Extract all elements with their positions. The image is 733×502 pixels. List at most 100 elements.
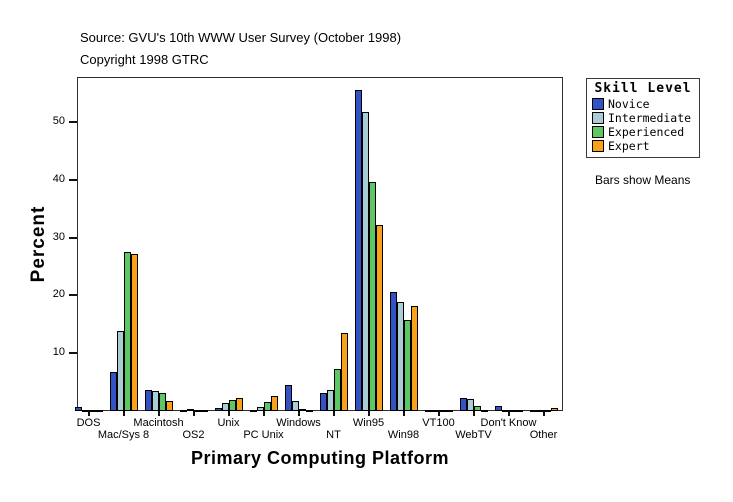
legend-item-label: Expert bbox=[608, 139, 650, 153]
bar-macintosh-novice bbox=[144, 390, 152, 411]
x-tick-label: PC Unix bbox=[243, 429, 284, 441]
bar-vt100-expert bbox=[445, 409, 453, 412]
x-axis-title: Primary Computing Platform bbox=[190, 448, 450, 468]
bar-pc-unix-novice bbox=[249, 409, 257, 412]
x-tick-label: OS2 bbox=[182, 429, 205, 441]
bar-win98-novice bbox=[389, 291, 397, 411]
x-tick bbox=[367, 411, 370, 416]
y-tick-label: 40 bbox=[52, 172, 65, 185]
y-tick bbox=[69, 236, 77, 239]
bar-other-experienced bbox=[543, 409, 551, 412]
bar-other-novice bbox=[529, 409, 537, 412]
x-tick bbox=[437, 411, 440, 416]
legend-title: Skill Level bbox=[594, 81, 692, 96]
bar-win98-expert bbox=[410, 306, 418, 411]
x-tick-label: Unix bbox=[217, 417, 240, 429]
legend-item-label: Experienced bbox=[608, 125, 685, 139]
x-tick-label: Other bbox=[529, 429, 558, 441]
bar-win98-experienced bbox=[403, 320, 411, 411]
bar-macintosh-expert bbox=[165, 401, 173, 411]
x-tick bbox=[507, 411, 510, 416]
bar-other-expert bbox=[550, 407, 558, 411]
bar-mac-sys-8-intermediate bbox=[116, 330, 124, 411]
bar-don-t-know-experienced bbox=[508, 409, 516, 412]
x-tick bbox=[192, 411, 195, 416]
bar-dos-novice bbox=[74, 406, 82, 411]
bar-macintosh-experienced bbox=[158, 392, 166, 411]
bar-macintosh-intermediate bbox=[151, 391, 159, 411]
legend-item: Experienced bbox=[587, 125, 699, 139]
bar-vt100-experienced bbox=[438, 409, 446, 412]
bar-unix-expert bbox=[235, 398, 243, 411]
x-tick bbox=[227, 411, 230, 416]
legend-item-label: Intermediate bbox=[608, 111, 692, 125]
y-tick bbox=[69, 121, 77, 124]
bar-unix-experienced bbox=[228, 400, 236, 411]
y-tick-label: 50 bbox=[52, 115, 65, 128]
legend-item: Expert bbox=[587, 139, 699, 153]
x-tick bbox=[402, 411, 405, 416]
bar-nt-expert bbox=[340, 332, 348, 411]
bar-windows-expert bbox=[305, 409, 313, 412]
bar-nt-experienced bbox=[333, 369, 341, 411]
bar-dos-expert bbox=[95, 409, 103, 412]
x-tick bbox=[297, 411, 300, 416]
y-tick bbox=[69, 178, 77, 181]
bar-pc-unix-experienced bbox=[263, 402, 271, 411]
x-tick-label: Windows bbox=[276, 417, 321, 429]
bar-don-t-know-intermediate bbox=[501, 409, 509, 412]
bar-don-t-know-novice bbox=[494, 405, 502, 411]
x-tick bbox=[472, 411, 475, 416]
bar-unix-intermediate bbox=[221, 402, 229, 411]
bar-win95-experienced bbox=[368, 181, 376, 411]
legend-item: Novice bbox=[587, 97, 699, 111]
x-tick-label: NT bbox=[326, 429, 341, 441]
y-tick-label: 30 bbox=[52, 230, 65, 243]
plot-area bbox=[77, 77, 563, 411]
bar-win95-expert bbox=[375, 224, 383, 411]
x-tick-label: Mac/Sys 8 bbox=[97, 429, 150, 441]
x-tick bbox=[122, 411, 125, 416]
bar-windows-experienced bbox=[298, 408, 306, 411]
x-tick-label: Don't Know bbox=[480, 417, 537, 429]
bar-unix-novice bbox=[214, 408, 222, 411]
x-tick-label: DOS bbox=[76, 417, 101, 429]
copyright-text: Copyright 1998 GTRC bbox=[80, 52, 209, 67]
bar-dos-experienced bbox=[88, 409, 96, 412]
x-tick bbox=[332, 411, 335, 416]
legend-item: Intermediate bbox=[587, 111, 699, 125]
x-tick bbox=[262, 411, 265, 416]
bar-webtv-novice bbox=[459, 398, 467, 411]
bar-win95-novice bbox=[354, 89, 362, 411]
y-tick bbox=[69, 294, 77, 297]
bar-os2-novice bbox=[179, 409, 187, 412]
x-tick bbox=[157, 411, 160, 416]
x-tick-label: VT100 bbox=[422, 417, 455, 429]
y-tick-label: 10 bbox=[52, 346, 65, 359]
bar-win98-intermediate bbox=[396, 302, 404, 411]
legend-item-label: Novice bbox=[608, 97, 650, 111]
bar-other-intermediate bbox=[536, 409, 544, 412]
bar-nt-intermediate bbox=[326, 389, 334, 411]
source-text: Source: GVU's 10th WWW User Survey (Octo… bbox=[80, 30, 402, 45]
x-tick bbox=[87, 411, 90, 416]
y-tick-label: 20 bbox=[52, 288, 65, 301]
legend-swatch-experienced bbox=[592, 126, 604, 138]
x-tick-label: Macintosh bbox=[133, 417, 184, 429]
legend-swatch-expert bbox=[592, 140, 604, 152]
y-tick bbox=[69, 352, 77, 355]
bar-os2-intermediate bbox=[186, 408, 194, 411]
bar-webtv-expert bbox=[480, 409, 488, 412]
bar-windows-intermediate bbox=[291, 401, 299, 411]
legend-swatch-novice bbox=[592, 98, 604, 110]
bar-webtv-intermediate bbox=[466, 398, 474, 411]
bars-note: Bars show Means bbox=[595, 173, 691, 187]
bar-mac-sys-8-expert bbox=[130, 253, 138, 411]
bar-os2-expert bbox=[200, 409, 208, 412]
bar-mac-sys-8-experienced bbox=[123, 251, 131, 411]
legend-swatch-intermediate bbox=[592, 112, 604, 124]
x-tick-label: Win95 bbox=[352, 417, 385, 429]
bar-pc-unix-expert bbox=[270, 395, 278, 411]
bar-pc-unix-intermediate bbox=[256, 406, 264, 411]
